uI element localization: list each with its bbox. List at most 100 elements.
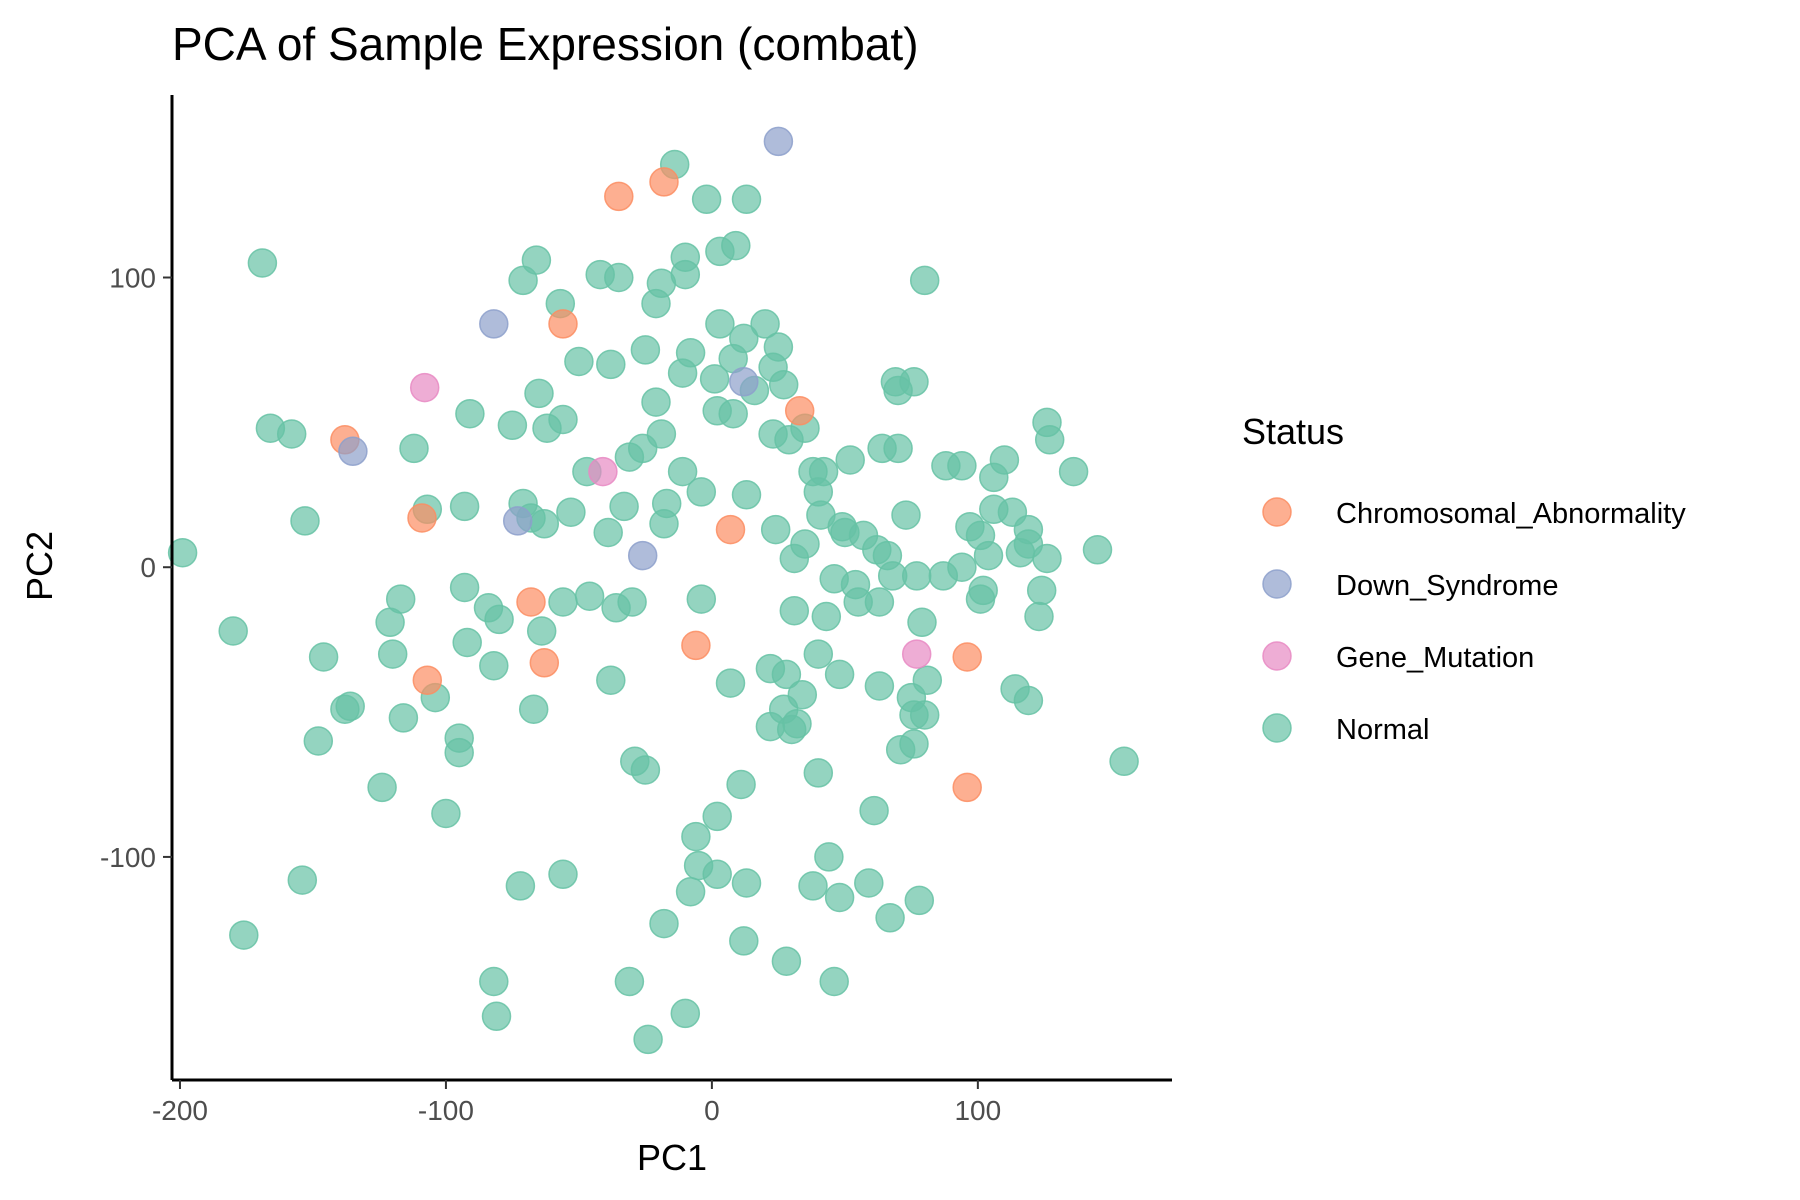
point-normal <box>1013 685 1044 716</box>
point-normal <box>276 419 307 449</box>
point-normal <box>308 642 339 672</box>
point-chromosomal-abnormality <box>604 181 634 212</box>
point-normal <box>247 248 278 278</box>
point-normal <box>979 494 1009 525</box>
point-normal <box>167 537 198 568</box>
point-normal <box>303 726 334 756</box>
legend-items: Chromosomal_Abnormality Down_Syndrome Gene… <box>1262 497 1686 746</box>
point-normal <box>556 497 586 527</box>
point-down-syndrome <box>479 309 509 339</box>
point-normal <box>1024 601 1054 632</box>
point-normal <box>875 903 905 933</box>
point-normal <box>702 859 732 890</box>
x-ticks: -200 -100 0 100 <box>152 1080 1001 1126</box>
point-normal <box>691 184 722 215</box>
point-normal <box>835 445 865 475</box>
point-normal <box>814 842 844 872</box>
point-normal <box>726 769 756 800</box>
point-normal <box>715 668 746 698</box>
point-normal <box>497 410 528 441</box>
point-chromosomal-abnormality <box>649 167 679 197</box>
point-normal <box>479 650 509 681</box>
x-tick-label: -200 <box>152 1095 208 1126</box>
y-tick-label: 100 <box>109 263 156 294</box>
point-normal <box>641 387 671 417</box>
x-tick-label: 100 <box>954 1095 1001 1126</box>
point-normal <box>508 265 538 296</box>
point-normal <box>574 581 605 611</box>
point-normal <box>731 480 762 510</box>
legend-label-gene-mutation: Gene_Mutation <box>1336 642 1534 674</box>
point-chromosomal-abnormality <box>952 772 982 803</box>
point-normal <box>335 691 365 722</box>
point-normal <box>947 451 977 481</box>
point-normal <box>524 378 554 409</box>
point-normal <box>518 694 549 724</box>
point-normal <box>399 433 429 464</box>
point-normal <box>641 288 671 319</box>
point-normal <box>609 491 639 522</box>
point-normal <box>614 442 645 472</box>
legend-label-normal: Normal <box>1336 714 1429 746</box>
point-normal <box>731 184 762 215</box>
point-normal <box>377 639 408 669</box>
point-normal <box>649 908 679 939</box>
point-normal <box>484 604 514 635</box>
point-normal <box>790 529 820 559</box>
point-normal <box>532 413 562 443</box>
point-normal <box>670 259 701 290</box>
point-normal <box>1109 746 1139 777</box>
point-normal <box>721 230 751 261</box>
legend-title: Status <box>1242 411 1344 452</box>
point-normal <box>787 679 818 710</box>
point-normal <box>731 868 762 898</box>
point-normal <box>803 639 834 669</box>
point-down-syndrome <box>729 367 759 397</box>
legend-key-normal <box>1262 713 1292 743</box>
point-normal <box>367 772 397 803</box>
point-normal <box>771 946 802 976</box>
point-normal <box>218 616 248 646</box>
point-normal <box>617 587 647 617</box>
point-normal <box>891 500 921 530</box>
point-normal <box>864 587 895 617</box>
point-normal <box>1026 575 1057 606</box>
point-normal <box>686 477 717 507</box>
point-gene-mutation <box>588 456 618 487</box>
point-normal <box>455 398 485 429</box>
point-chromosomal-abnormality <box>715 514 746 545</box>
point-normal <box>811 601 842 632</box>
point-normal <box>667 358 698 388</box>
point-normal <box>614 966 645 997</box>
point-down-syndrome <box>763 126 794 157</box>
point-normal <box>375 607 405 638</box>
point-normal <box>1058 456 1089 487</box>
point-normal <box>449 572 480 603</box>
x-tick-label: -100 <box>418 1095 474 1126</box>
point-normal <box>431 798 461 829</box>
point-normal <box>883 375 913 406</box>
point-normal <box>768 369 799 400</box>
point-normal <box>1032 543 1062 574</box>
point-down-syndrome <box>502 506 533 536</box>
point-normal <box>973 540 1004 571</box>
point-normal <box>630 755 661 785</box>
legend-label-chromosomal-abnormality: Chromosomal_Abnormality <box>1336 498 1686 530</box>
point-normal <box>633 1024 663 1055</box>
point-normal <box>803 758 834 788</box>
legend: Status Chromosomal_Abnormality Down_Syndr… <box>1242 411 1686 746</box>
point-chromosomal-abnormality <box>529 648 560 678</box>
legend-key-gene-mutation <box>1262 641 1292 671</box>
point-normal <box>604 262 634 293</box>
legend-key-down-syndrome <box>1262 569 1292 599</box>
point-normal <box>287 865 318 895</box>
chart-title: PCA of Sample Expression (combat) <box>172 18 919 70</box>
y-tick-label: 0 <box>140 552 156 583</box>
point-chromosomal-abnormality <box>681 630 711 661</box>
point-normal <box>481 1001 512 1032</box>
point-normal <box>702 801 732 832</box>
point-normal <box>729 926 759 956</box>
point-normal <box>505 871 536 901</box>
